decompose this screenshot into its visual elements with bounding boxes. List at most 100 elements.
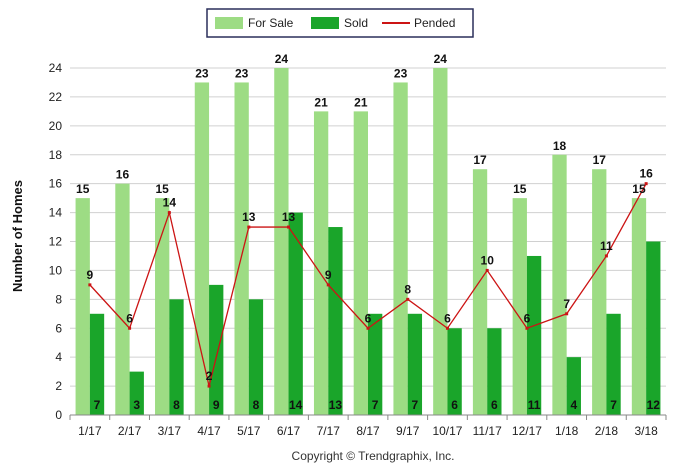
data-label-pended: 13 <box>242 210 256 224</box>
y-tick-label: 18 <box>49 148 63 162</box>
bar-sold-9-17 <box>407 313 423 415</box>
bar-for-sale-6-17 <box>274 68 289 415</box>
data-label-for-sale: 15 <box>513 182 527 196</box>
point-pended-12-17 <box>525 326 529 330</box>
bar-for-sale-3-17 <box>155 198 170 415</box>
legend-box <box>206 8 474 38</box>
data-label-sold: 7 <box>412 398 419 412</box>
bar-for-sale-1-18 <box>552 154 567 415</box>
data-label-sold: 11 <box>528 398 541 412</box>
data-label-pended: 6 <box>365 311 372 325</box>
data-label-pended: 6 <box>126 311 133 325</box>
data-label-for-sale: 21 <box>314 95 328 109</box>
bar-for-sale-3-18 <box>631 198 647 415</box>
y-tick-label: 8 <box>55 292 62 306</box>
x-axis-ticks: 1/17 2/17 3/17 4/17 5/17 6/17 7/17 8/17 9/17 10/1… <box>69 415 667 438</box>
point-pended-2-18 <box>604 254 608 258</box>
data-label-pended: 7 <box>563 297 570 311</box>
point-pended-6-17 <box>287 225 291 229</box>
point-pended-11-17 <box>485 268 489 272</box>
data-labels: 1571631582392382414211321723724617615111… <box>76 52 660 412</box>
point-pended-1-18 <box>565 312 569 316</box>
bar-sold-12-17 <box>526 255 542 415</box>
y-tick-label: 0 <box>55 408 62 422</box>
point-pended-4-17 <box>207 384 211 388</box>
x-tick-label: 1/18 <box>555 424 579 438</box>
data-label-pended: 13 <box>282 210 296 224</box>
bar-for-sale-5-17 <box>234 82 249 415</box>
point-pended-5-17 <box>247 225 251 229</box>
bar-sold-8-17 <box>368 313 383 415</box>
x-tick-label: 1/17 <box>78 424 102 438</box>
data-label-sold: 6 <box>451 398 458 412</box>
data-label-sold: 6 <box>491 398 498 412</box>
data-label-for-sale: 24 <box>434 52 448 66</box>
data-label-for-sale: 16 <box>116 168 130 182</box>
data-label-sold: 13 <box>329 398 343 412</box>
data-label-pended: 2 <box>206 369 213 383</box>
y-tick-label: 24 <box>49 61 63 75</box>
legend-swatch-sold <box>311 17 339 29</box>
data-label-pended: 10 <box>481 253 495 267</box>
y-tick-label: 14 <box>49 206 63 220</box>
bar-sold-2-17 <box>129 371 144 415</box>
data-label-for-sale: 24 <box>275 52 289 66</box>
data-label-sold: 12 <box>647 398 661 412</box>
data-label-for-sale: 18 <box>553 139 567 153</box>
data-label-sold: 14 <box>289 398 303 412</box>
bar-for-sale-7-17 <box>313 111 329 415</box>
bar-sold-7-17 <box>328 227 343 415</box>
y-tick-label: 16 <box>49 177 63 191</box>
bar-for-sale-8-17 <box>353 111 368 415</box>
bar-for-sale-2-17 <box>115 183 130 415</box>
legend-swatch-for-sale <box>215 17 243 29</box>
x-tick-label: 3/18 <box>634 424 658 438</box>
pended-line <box>88 182 648 388</box>
point-pended-2-17 <box>128 326 132 330</box>
point-pended-3-17 <box>167 211 171 215</box>
data-label-for-sale: 15 <box>632 182 646 196</box>
x-tick-label: 2/17 <box>118 424 142 438</box>
data-label-sold: 9 <box>213 398 220 412</box>
data-label-for-sale: 17 <box>473 153 487 167</box>
data-label-sold: 3 <box>133 398 140 412</box>
y-tick-label: 2 <box>55 379 62 393</box>
x-tick-label: 9/17 <box>396 424 420 438</box>
y-tick-label: 4 <box>55 350 62 364</box>
data-label-pended: 8 <box>404 282 411 296</box>
x-tick-label: 10/17 <box>432 424 462 438</box>
bar-sold-4-17 <box>209 284 224 415</box>
point-pended-10-17 <box>445 326 449 330</box>
y-tick-label: 22 <box>49 90 63 104</box>
bar-sold-5-17 <box>248 299 264 415</box>
data-label-sold: 7 <box>610 398 617 412</box>
x-tick-label: 7/17 <box>317 424 341 438</box>
data-label-sold: 7 <box>94 398 101 412</box>
bar-sold-10-17 <box>447 328 462 415</box>
point-pended-9-17 <box>406 297 410 301</box>
copyright-footer: Copyright © Trendgraphix, Inc. <box>292 449 455 463</box>
legend-label-for-sale: For Sale <box>248 16 294 30</box>
bar-sold-6-17 <box>288 212 303 415</box>
y-axis-title: Number of Homes <box>10 180 25 292</box>
data-label-pended: 16 <box>639 167 653 181</box>
data-label-for-sale: 17 <box>593 153 607 167</box>
bar-sold-3-18 <box>646 241 661 415</box>
y-tick-label: 6 <box>55 321 62 335</box>
x-tick-label: 2/18 <box>595 424 619 438</box>
point-pended-3-18 <box>644 182 648 186</box>
bar-sold-11-17 <box>487 328 502 415</box>
bar-sold-1-18 <box>566 357 581 415</box>
bar-for-sale-10-17 <box>433 68 448 415</box>
data-label-sold: 4 <box>570 398 577 412</box>
legend-label-pended: Pended <box>414 16 455 30</box>
data-label-sold: 8 <box>253 398 260 412</box>
bar-sold-3-17 <box>169 299 184 415</box>
data-label-sold: 7 <box>372 398 379 412</box>
bar-for-sale-11-17 <box>472 169 488 415</box>
x-tick-label: 11/17 <box>473 424 502 438</box>
data-label-pended: 6 <box>524 311 531 325</box>
point-pended-7-17 <box>326 283 330 287</box>
x-tick-label: 8/17 <box>356 424 380 438</box>
